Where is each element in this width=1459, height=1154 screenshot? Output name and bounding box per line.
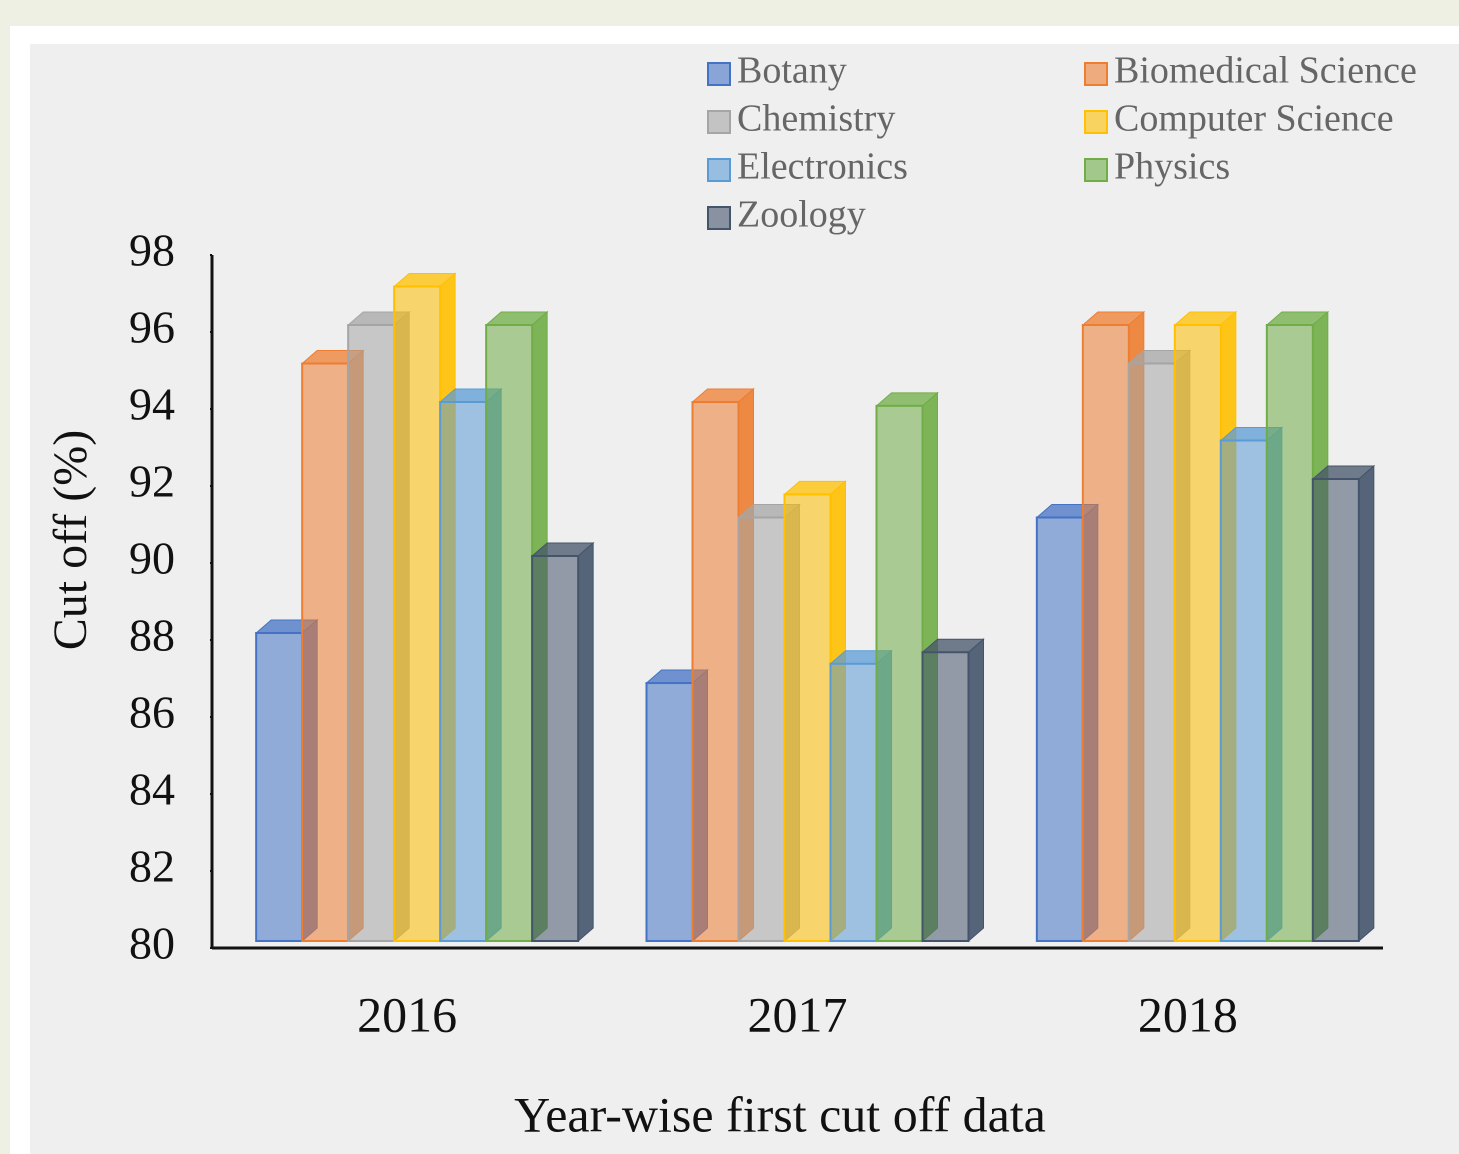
- bar: [531, 555, 580, 942]
- x-tick-label: 2018: [1138, 986, 1238, 1042]
- y-tick-label: 94: [129, 379, 175, 430]
- y-tick-label: 98: [129, 225, 175, 276]
- bar: [1173, 324, 1222, 942]
- y-tick-label: 80: [129, 918, 175, 969]
- bar: [645, 682, 694, 942]
- legend-swatch: [1084, 158, 1108, 182]
- bar: [393, 285, 442, 942]
- legend-label: Physics: [1114, 146, 1230, 188]
- legend-swatch: [1084, 110, 1108, 134]
- legend-swatch: [707, 158, 731, 182]
- bar: [485, 324, 534, 942]
- bar: [829, 662, 878, 942]
- y-tick-label: 88: [129, 610, 175, 661]
- y-tick-label: 90: [129, 533, 175, 584]
- legend-label: Zoology: [737, 194, 866, 236]
- y-tick-label: 96: [129, 302, 175, 353]
- bar: [1219, 439, 1268, 942]
- bar: [783, 493, 832, 942]
- legend-swatch: [1084, 62, 1108, 86]
- bar-side: [1358, 464, 1375, 943]
- y-tick-label: 82: [129, 841, 175, 892]
- x-tick-label: 2016: [357, 986, 457, 1042]
- legend-label: Biomedical Science: [1114, 50, 1417, 92]
- y-tick-label: 84: [129, 764, 175, 815]
- bar: [921, 651, 970, 942]
- bar: [255, 632, 304, 942]
- legend-label: Electronics: [737, 146, 908, 188]
- x-axis-label: Year-wise first cut off data: [514, 1086, 1046, 1142]
- bar: [1265, 324, 1314, 942]
- bar: [301, 362, 350, 942]
- bar: [1127, 362, 1176, 942]
- bar: [1035, 516, 1084, 942]
- legend-label: Chemistry: [737, 98, 895, 140]
- bar: [737, 516, 786, 942]
- bar: [875, 404, 924, 943]
- y-tick-label: 92: [129, 456, 175, 507]
- y-tick-label: 86: [129, 687, 175, 738]
- legend-label: Computer Science: [1114, 98, 1394, 140]
- bar: [347, 324, 396, 942]
- bar: [1311, 478, 1360, 942]
- legend-swatch: [707, 110, 731, 134]
- bar: [691, 401, 740, 942]
- y-axis-label: Cut off (%): [44, 430, 97, 650]
- x-tick-label: 2017: [748, 986, 848, 1042]
- legend-swatch: [707, 206, 731, 230]
- bar: [1081, 324, 1130, 942]
- legend-label: Botany: [737, 50, 847, 92]
- bar: [439, 401, 488, 942]
- bar-side: [968, 638, 984, 943]
- legend-swatch: [707, 62, 731, 86]
- bar-side: [577, 541, 594, 943]
